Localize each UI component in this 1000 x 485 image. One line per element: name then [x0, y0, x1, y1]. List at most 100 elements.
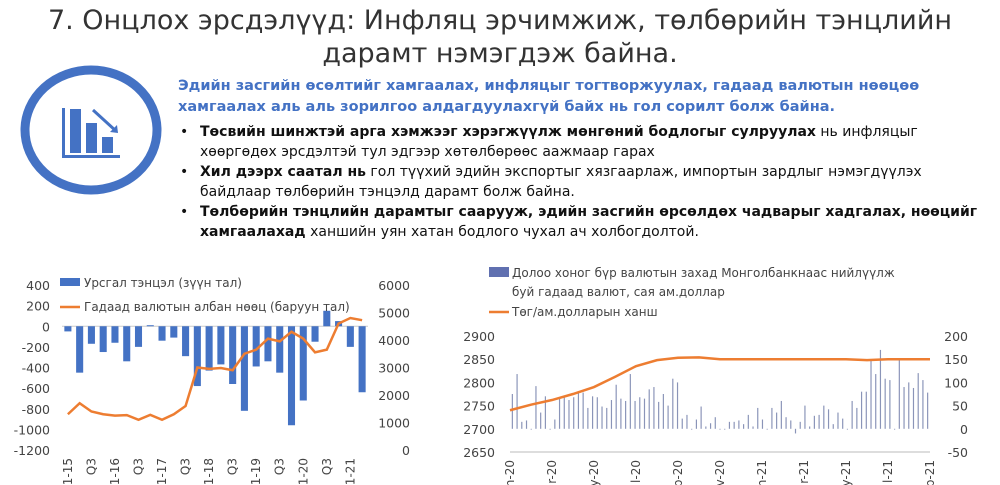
x-axis-tick: Q3 [273, 458, 287, 475]
bar [922, 380, 924, 429]
bar [591, 396, 594, 429]
bar [610, 400, 613, 429]
legend-swatch-bar [489, 267, 509, 277]
bar [76, 326, 84, 373]
title-line-2: дарамт нэмэгдэж байна. [322, 38, 678, 69]
bar [743, 424, 745, 429]
legend-swatch-bar [60, 278, 80, 286]
bar [525, 420, 528, 429]
bar [818, 414, 820, 429]
bar [865, 391, 867, 429]
right-axis-tick: 6000 [378, 278, 410, 293]
line-series [67, 316, 363, 422]
bar [299, 326, 307, 401]
bar [809, 426, 811, 429]
bar [549, 428, 551, 430]
left-axis-tick: 400 [26, 278, 50, 293]
bar [747, 414, 749, 429]
bar [182, 326, 190, 357]
bar [827, 409, 830, 429]
bar [658, 401, 660, 429]
right-axis-tick: -50 [948, 445, 968, 460]
bullet-item: Төсвийн шинжтэй арга хэмжээг хэрэгжүүлж … [178, 122, 988, 162]
lead-statement: Эдийн засгийн өсөлтийг хамгаалах, инфляц… [178, 78, 920, 115]
x-axis-tick: l-21 [881, 460, 895, 483]
slide-title: 7. Онцлох эрсдэлүүд: Инфляц эрчимжиж, тө… [0, 4, 1000, 70]
right-axis-tick: 100 [944, 375, 968, 390]
x-axis-tick: Q1-21 [343, 458, 357, 485]
bar [648, 389, 650, 429]
bar [554, 419, 556, 429]
x-axis-tick: y-20 [587, 460, 601, 485]
bullet-text: нь инфляцыг хөөргөдөх эрсдэлтэй тул эдгэ… [200, 124, 918, 160]
x-axis-tick: r-20 [545, 460, 559, 484]
legend-label: Урсгал тэнцэл (зүүн тал) [84, 276, 242, 290]
bar [558, 398, 561, 429]
bar [719, 428, 721, 430]
x-axis-tick: Q1-17 [155, 458, 169, 485]
bullet-text: ханшийн уян хатан бодлого чухал ач холбо… [305, 224, 699, 240]
bullet-bold: Төлбөрийн тэнцлийн дарамтыг саарууж, эди… [200, 204, 978, 240]
bar [823, 405, 825, 429]
left-axis-tick: -1000 [14, 422, 50, 437]
bar [785, 417, 787, 429]
bar [276, 326, 284, 373]
bullet-text: гол түүхий эдийн экспортыг хязгаарлаж, и… [200, 164, 922, 200]
bar [884, 378, 886, 429]
bar [229, 326, 237, 384]
bar [544, 396, 546, 429]
legend-label: Долоо хоног бүр валютын захад Монголбанк… [512, 266, 895, 299]
bar [193, 326, 201, 387]
bar [879, 349, 882, 429]
legend-label: Гадаад валютын албан нөөц (баруун тал) [84, 300, 350, 314]
bar [568, 400, 570, 429]
x-axis-tick: Q3 [226, 458, 240, 475]
bar [601, 406, 603, 429]
bar [252, 326, 260, 367]
bar [629, 374, 631, 429]
bar [799, 421, 801, 429]
bar [87, 326, 95, 344]
bar [771, 407, 773, 429]
legend-label: Төг/ам.долларын ханш [511, 305, 658, 319]
right-axis-tick: 0 [402, 443, 410, 458]
bar [794, 428, 797, 434]
bar [757, 407, 759, 429]
bar [123, 326, 131, 362]
bar [761, 419, 764, 429]
bar [516, 374, 518, 429]
x-axis-tick: Q3 [179, 458, 193, 475]
bar [889, 380, 891, 429]
bar [582, 392, 584, 429]
bar [596, 397, 598, 429]
bullet-bold: Төсвийн шинжтэй арга хэмжээг хэрэгжүүлж … [200, 124, 816, 140]
fx-supply-exchange-rate-chart: 2900 2850 2800 2750 2700 2650 200 150 100 50 0 -50 n… [463, 266, 968, 485]
bar [311, 326, 319, 342]
left-axis-tick: 2750 [463, 399, 495, 414]
bar [917, 373, 919, 429]
left-axis-tick: -1200 [14, 443, 50, 458]
bar [705, 426, 707, 429]
left-axis-tick: 2700 [463, 422, 495, 437]
x-axis-tick: n-20 [503, 460, 517, 485]
x-axis-tick: Q1-18 [202, 458, 216, 485]
x-axis-tick: Q1-15 [61, 458, 75, 485]
bar [700, 406, 702, 429]
left-axis-tick: -800 [22, 402, 50, 417]
right-axis-tick: 200 [944, 329, 968, 344]
bar [662, 394, 664, 429]
left-axis-tick: -400 [22, 361, 50, 376]
left-axis-tick: -200 [22, 340, 50, 355]
left-axis-tick: 2800 [463, 375, 495, 390]
bar [752, 426, 754, 429]
bar [615, 384, 617, 429]
bar [790, 420, 792, 429]
left-axis-tick: 2900 [463, 329, 495, 344]
bar [686, 414, 688, 429]
line-series [509, 356, 930, 412]
bar [358, 326, 366, 393]
x-axis-tick: n-21 [755, 460, 769, 485]
x-axis-tick: v-20 [713, 460, 727, 485]
left-axis-tick: 200 [26, 299, 50, 314]
bar [691, 428, 693, 430]
